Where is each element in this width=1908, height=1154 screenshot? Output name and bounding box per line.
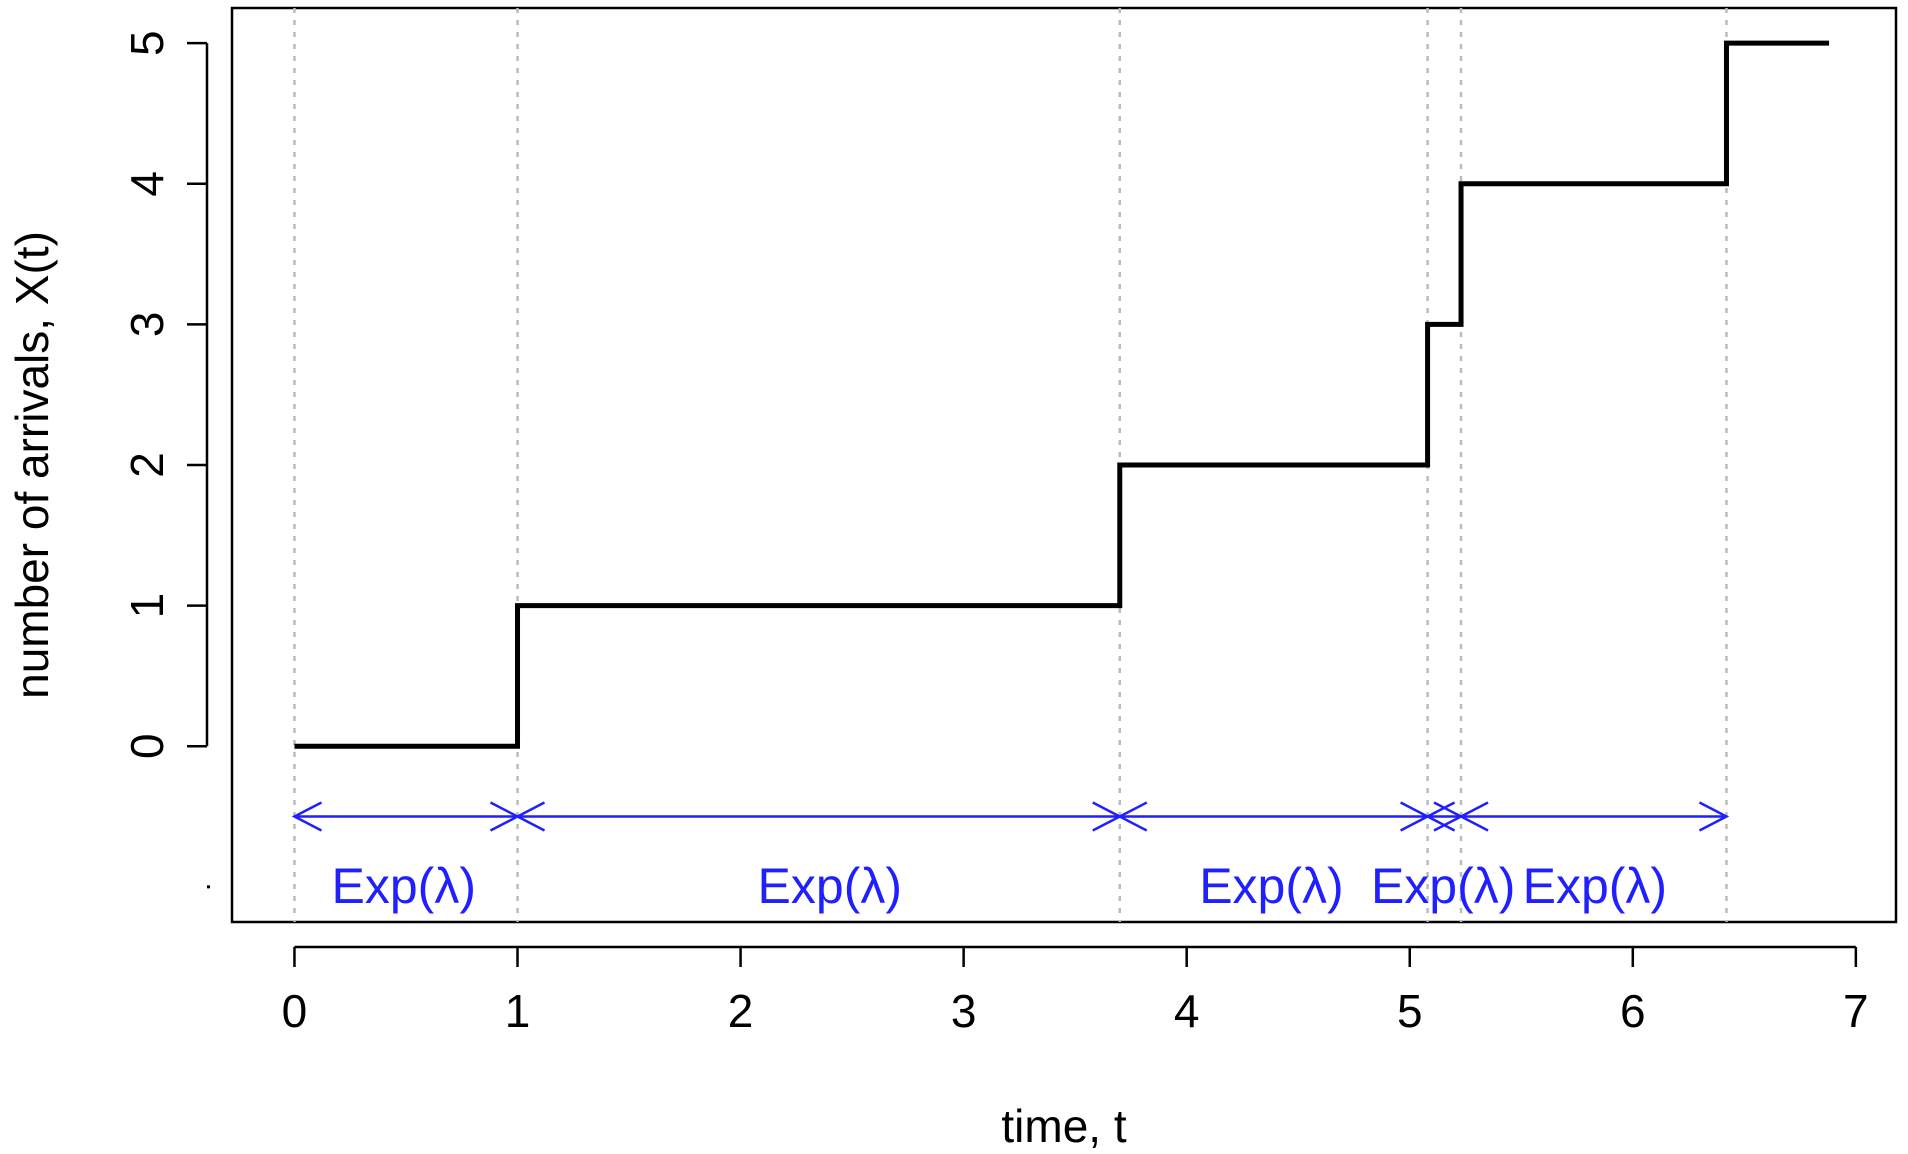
y-tick-label: 4 (121, 171, 173, 197)
interval-label: Exp(λ) (758, 858, 902, 914)
interval-label: Exp(λ) (1523, 858, 1667, 914)
x-tick-label: 4 (1174, 985, 1200, 1037)
x-tick-label: 2 (728, 985, 754, 1037)
interval-arrowhead-right (1698, 801, 1730, 832)
y-tick-label: 0 (121, 733, 173, 759)
y-tick-label: 2 (121, 452, 173, 478)
y-axis: 0 1 2 3 4 5 (121, 30, 210, 889)
y-tick-label: 3 (121, 312, 173, 338)
step-series (294, 40, 1830, 749)
y-axis-title: number of arrivals, X(t) (6, 231, 58, 699)
plot-frame (230, 6, 1898, 924)
x-axis-title: time, t (1001, 1100, 1126, 1152)
interval-arrowhead-left (1117, 801, 1148, 832)
interval-arrowhead-left (291, 801, 323, 832)
x-tick-label: 3 (951, 985, 977, 1037)
x-tick-label: 0 (282, 985, 308, 1037)
x-axis: 0 1 2 3 4 5 6 7 (282, 945, 1869, 1037)
interarrival-annotations: Exp(λ) Exp(λ) Exp(λ) Exp(λ) Exp(λ) (291, 801, 1730, 914)
step-line (294, 40, 1830, 749)
interval-label: Exp(λ) (1371, 858, 1515, 914)
interval-label: Exp(λ) (1199, 858, 1343, 914)
x-tick-label: 7 (1843, 985, 1869, 1037)
interval-label: Exp(λ) (332, 858, 476, 914)
arrival-guide-lines (293, 8, 1728, 922)
x-tick-label: 6 (1620, 985, 1646, 1037)
y-tick-label: 5 (121, 30, 173, 56)
y-tick-label: 1 (121, 593, 173, 619)
interval-arrowhead-left (1458, 801, 1489, 832)
x-tick-label: 1 (505, 985, 531, 1037)
interval-arrowhead-left (514, 801, 546, 832)
x-tick-label: 5 (1397, 985, 1423, 1037)
